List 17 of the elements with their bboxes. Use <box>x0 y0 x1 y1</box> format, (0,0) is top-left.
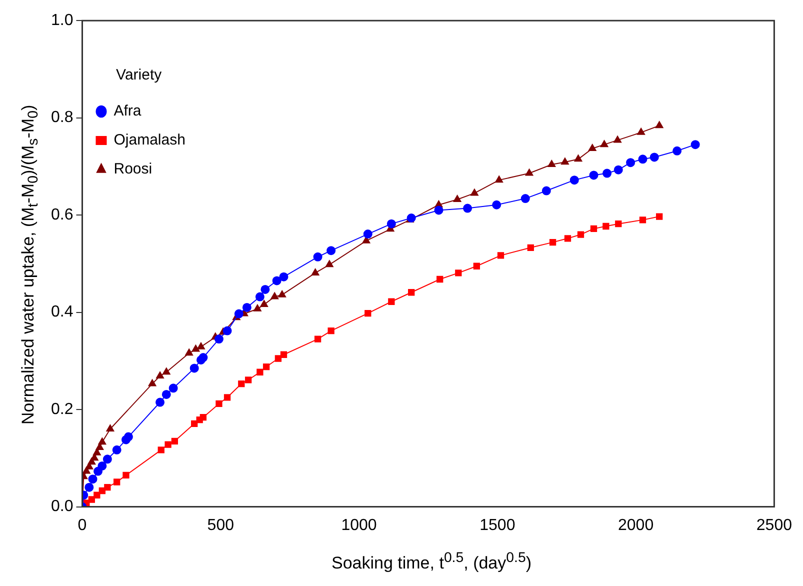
x-tick-label: 2000 <box>618 516 654 534</box>
x-tick-label: 1000 <box>341 516 377 534</box>
y-tick-label: 0.8 <box>50 109 74 126</box>
x-tick-label: 0 <box>78 516 87 534</box>
y-tick-label: 0.0 <box>50 498 74 516</box>
legend-label: Roosi <box>114 160 152 178</box>
y-tick-label: 0.2 <box>50 400 74 418</box>
legend-title: Variety <box>116 66 162 84</box>
y-tick-label: 1.0 <box>50 12 74 30</box>
x-tick-label: 500 <box>207 516 234 534</box>
y-tick-label: 0.4 <box>50 304 74 321</box>
legend-label: Ojamalash <box>114 132 186 149</box>
legend-label: Afra <box>114 102 142 120</box>
x-axis-title: Soaking time, t$^{0.5}$, (day$^{0.5}$) <box>330 550 533 574</box>
x-tick-label: 1500 <box>480 516 516 534</box>
x-tick-label: 2500 <box>756 516 792 534</box>
y-tick-label: 0.6 <box>50 206 74 224</box>
